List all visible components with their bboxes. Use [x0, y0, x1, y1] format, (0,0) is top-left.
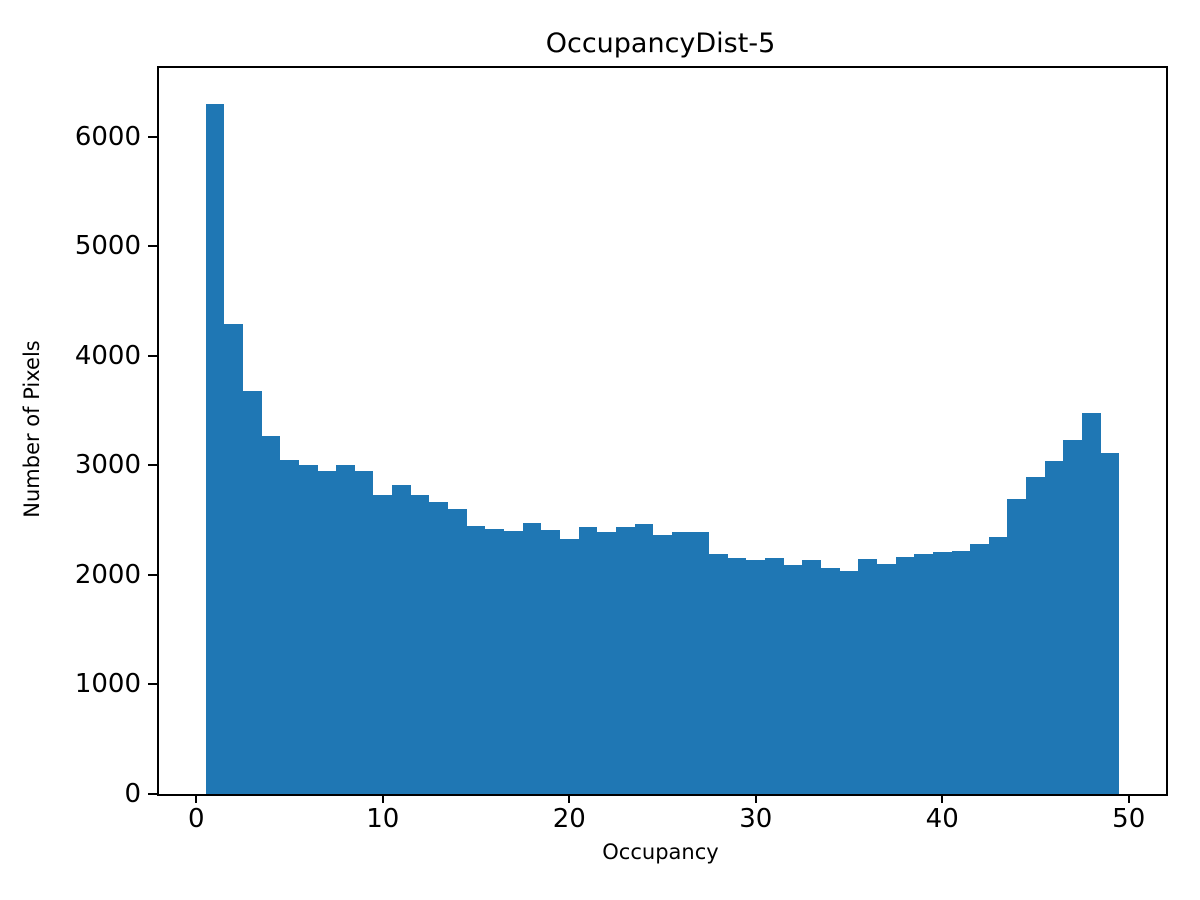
histogram-bar: [597, 532, 616, 794]
y-tick-label: 3000: [74, 450, 141, 481]
histogram-bar: [1100, 452, 1120, 794]
x-tick-label: 40: [925, 804, 959, 834]
histogram-bar: [317, 470, 337, 794]
histogram-bar: [298, 465, 318, 794]
x-axis-label: Occupancy: [602, 840, 719, 864]
y-tick-mark: [148, 354, 157, 357]
histogram-bar: [205, 104, 225, 794]
histogram-bar: [671, 532, 691, 794]
chart-title: OccupancyDist-5: [545, 28, 776, 59]
plot-area: 0 10 20 30 40 50 0 1000 2000 3000 4000 5000 6000: [75, 66, 1168, 832]
x-tick-label: 10: [366, 804, 400, 834]
histogram-bar: [895, 557, 915, 794]
histogram-bar: [466, 526, 486, 794]
histogram-bar: [1026, 476, 1045, 794]
histogram-bar: [988, 537, 1008, 794]
x-tick-mark: [1127, 794, 1130, 803]
histogram-bar: [336, 465, 355, 794]
y-tick-mark: [148, 683, 157, 686]
histogram-bar: [951, 550, 971, 794]
y-tick-mark: [148, 793, 157, 795]
histogram-bar: [261, 435, 281, 794]
y-axis-label: Number of Pixels: [20, 340, 44, 518]
x-tick-mark: [941, 794, 944, 803]
x-tick-mark: [754, 794, 757, 803]
histogram-bar: [224, 324, 243, 794]
histogram-bar: [1007, 499, 1027, 794]
histogram-bar: [709, 553, 728, 794]
histogram-bar: [839, 570, 859, 794]
x-tick-label: 50: [1112, 804, 1146, 834]
histogram-bar: [373, 495, 393, 794]
histogram-bar: [280, 460, 299, 794]
y-tick-label: 5000: [74, 231, 141, 262]
histogram-bar: [485, 529, 504, 794]
histogram-bar: [802, 559, 821, 794]
histogram-bar: [448, 509, 467, 794]
histogram-bar: [242, 391, 262, 794]
x-tick-label: 30: [739, 804, 773, 834]
histogram-bar: [970, 543, 989, 794]
histogram-bar: [690, 532, 710, 794]
y-tick-mark: [148, 464, 157, 467]
histogram-bar: [392, 485, 411, 794]
histogram-bar: [541, 529, 560, 794]
histogram-bar: [765, 558, 784, 794]
histogram-bar: [727, 558, 747, 794]
histogram-bar: [634, 523, 654, 794]
y-tick-label: 0: [124, 779, 141, 809]
histogram-bar: [1063, 440, 1083, 794]
histogram-bar: [522, 522, 542, 794]
y-tick-label: 6000: [74, 121, 141, 152]
histogram-bar: [932, 552, 952, 794]
x-tick-label: 20: [552, 804, 586, 834]
histogram-bar: [429, 502, 449, 794]
histogram-bar: [559, 539, 579, 794]
histogram-bar: [746, 560, 766, 794]
histogram-bar: [653, 535, 672, 794]
histogram-bar: [858, 558, 877, 794]
histogram-bar: [578, 526, 598, 794]
y-tick-label: 4000: [74, 340, 141, 371]
y-tick-mark: [148, 245, 157, 248]
histogram-bar: [1044, 461, 1064, 794]
y-tick-label: 1000: [74, 669, 141, 700]
histogram-bar: [503, 531, 523, 794]
histogram-bar: [354, 470, 374, 794]
histogram-bar: [876, 564, 896, 794]
y-tick-mark: [148, 573, 157, 576]
x-tick-mark: [195, 794, 198, 803]
x-tick-label: 0: [188, 804, 205, 834]
x-tick-mark: [568, 794, 571, 803]
y-tick-label: 2000: [74, 559, 141, 590]
bars: [159, 68, 1166, 794]
x-tick-mark: [381, 794, 384, 803]
histogram-bar: [410, 494, 430, 794]
histogram-bar: [783, 564, 803, 794]
histogram-bar: [615, 526, 635, 794]
histogram-bar: [821, 568, 840, 794]
histogram-bar: [1082, 413, 1101, 794]
histogram-bar: [914, 553, 933, 794]
y-tick-mark: [148, 135, 157, 138]
